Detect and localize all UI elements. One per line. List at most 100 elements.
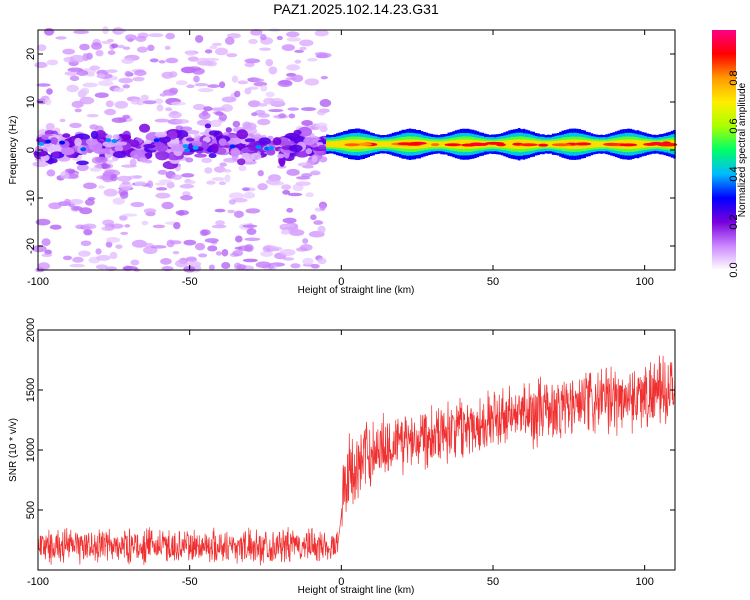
spectrogram-y-tick-label: 20	[25, 48, 37, 60]
snr-x-tick-label: -100	[27, 576, 49, 588]
spectrogram-cell	[60, 171, 70, 179]
spectrogram-cell	[185, 137, 195, 142]
spectrogram-cell	[204, 127, 213, 138]
spectrogram-cell	[204, 167, 213, 174]
spectrogram-cell	[152, 224, 166, 229]
spectrogram-cell	[85, 138, 98, 146]
spectrogram-cell	[286, 207, 294, 213]
spectrogram-cell	[66, 84, 79, 93]
spectrogram-cell	[119, 182, 133, 191]
spectrogram-cell	[153, 138, 160, 143]
spectrogram-y-tick-label: 10	[25, 96, 37, 108]
spectrogram-cell	[174, 118, 190, 124]
spectrogram-cell	[340, 140, 344, 149]
spectrogram-cell	[147, 44, 155, 52]
spectrogram-cell	[207, 84, 220, 88]
spectrogram-cell	[165, 107, 173, 112]
spectrogram-cell	[299, 244, 313, 252]
spectrogram-cell	[69, 54, 85, 63]
spectrogram-cell	[94, 92, 109, 98]
spectrogram-cell	[221, 248, 229, 257]
spectrogram-cell	[207, 245, 218, 252]
spectrogram-cell	[266, 149, 276, 156]
spectrogram-cell	[244, 87, 252, 95]
spectrogram-cell	[193, 75, 200, 83]
spectrogram-cell	[82, 82, 98, 88]
spectrogram-cell	[195, 34, 204, 43]
spectrogram-cell	[68, 198, 84, 205]
spectrogram-cell	[224, 36, 235, 45]
spectrogram-cell	[293, 129, 302, 136]
spectrogram-cell	[59, 118, 66, 123]
spectrogram-cell	[549, 141, 553, 148]
spectrogram-cell	[111, 117, 127, 123]
snr-y-tick-label: 500	[25, 501, 37, 519]
spectrogram-cell	[171, 174, 183, 180]
spectrogram-cell	[67, 67, 83, 72]
spectrogram-cell	[551, 143, 571, 147]
spectrogram-cell	[192, 145, 199, 150]
spectrogram-cell	[287, 192, 303, 197]
spectrogram-cell	[305, 192, 314, 198]
spectrogram-cell	[80, 147, 87, 152]
spectrogram-cell	[257, 118, 271, 126]
spectrogram-cell	[62, 48, 76, 55]
spectrogram-cell	[224, 174, 231, 183]
spectrogram-cell	[112, 197, 125, 205]
spectrogram-x-axis-label: Height of straight line (km)	[298, 285, 415, 296]
spectrogram-cell	[320, 75, 328, 80]
spectrogram-cell	[55, 36, 67, 40]
spectrogram-cell	[98, 80, 114, 87]
spectrogram-cell	[232, 198, 248, 203]
spectrogram-cell	[111, 138, 118, 143]
spectrogram-cell	[143, 208, 157, 214]
colorbar-label: Normalized spectral amplitude	[737, 82, 748, 217]
spectrogram-cell	[157, 169, 168, 175]
snr-x-tick-label: -50	[182, 576, 198, 588]
spectrogram-cell	[141, 242, 154, 248]
spectrogram-cell	[111, 43, 119, 49]
spectrogram-cell	[122, 114, 131, 119]
spectrogram-cell	[52, 151, 60, 158]
spectrogram-cell	[211, 42, 223, 47]
colorbar-tick-label: 0.8	[728, 70, 740, 85]
spectrogram-cell	[144, 152, 153, 158]
spectrogram-cell	[175, 80, 188, 86]
spectrogram-cell	[187, 56, 199, 62]
spectrogram-cell	[90, 130, 99, 139]
spectrogram-cell	[576, 142, 592, 146]
spectrogram-cell	[41, 238, 51, 247]
spectrogram-cell	[105, 100, 114, 108]
spectrogram-cell	[165, 32, 175, 40]
spectrogram-cell	[185, 51, 196, 56]
spectrogram-cell	[31, 245, 47, 253]
spectrogram-cell	[428, 140, 431, 148]
spectrogram-cell	[114, 100, 129, 109]
spectrogram-cell	[597, 141, 601, 148]
spectrogram-cell	[124, 224, 131, 228]
spectrogram-cell	[301, 120, 313, 127]
spectrogram-cell	[102, 219, 115, 226]
spectrogram-cell	[386, 141, 390, 148]
spectrogram-cell	[377, 141, 380, 148]
spectrogram-cell	[140, 94, 149, 101]
spectrogram-cell	[248, 38, 258, 45]
spectrogram-cell	[294, 59, 302, 64]
spectrogram-cell	[95, 49, 104, 57]
spectrogram-cell	[244, 244, 254, 252]
spectrogram-cell	[303, 136, 316, 146]
spectrogram-cell	[86, 72, 95, 77]
spectrogram-cell	[183, 239, 197, 246]
spectrogram-cell	[232, 120, 241, 128]
spectrogram-cell	[96, 73, 106, 79]
spectrogram-cell	[122, 213, 138, 217]
spectrogram-cell	[218, 181, 227, 186]
spectrogram-cell	[425, 140, 429, 148]
spectrogram-cell	[234, 90, 241, 98]
spectrogram-cell	[245, 208, 261, 214]
spectrogram-cell	[101, 162, 108, 169]
spectrogram-cell	[154, 182, 167, 186]
spectrogram-cell	[319, 99, 332, 107]
spectrogram-cell	[69, 263, 86, 268]
